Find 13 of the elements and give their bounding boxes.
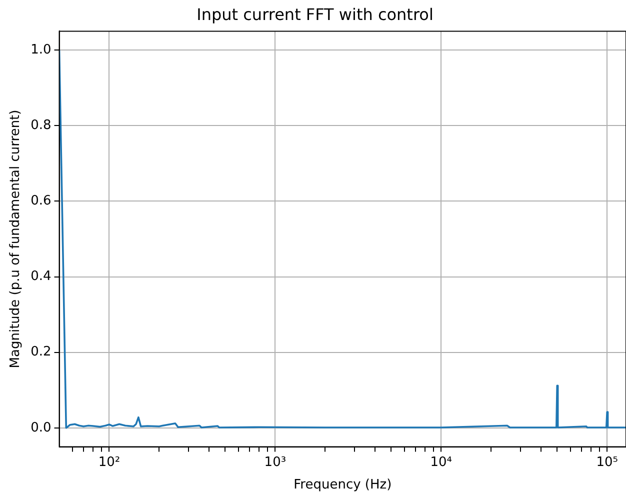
- x-tick-label: 10³: [264, 454, 286, 470]
- y-tick-label: 0.6: [30, 194, 52, 209]
- y-tick-label: 0.4: [30, 269, 52, 284]
- x-tick-label: 10²: [98, 454, 120, 470]
- x-axis-title: Frequency (Hz): [294, 478, 392, 493]
- x-tick-label: 10⁵: [596, 454, 618, 470]
- y-tick-label: 0.8: [30, 118, 52, 134]
- y-axis-title: Magnitude (p.u of fundamental current): [8, 110, 24, 368]
- x-tick-label: 10⁴: [430, 454, 452, 470]
- y-tick-label: 1.0: [30, 42, 52, 58]
- y-tick-label: 0.0: [30, 420, 52, 436]
- chart-title: Input current FFT with control: [196, 4, 434, 24]
- y-tick-label: 0.2: [30, 344, 52, 360]
